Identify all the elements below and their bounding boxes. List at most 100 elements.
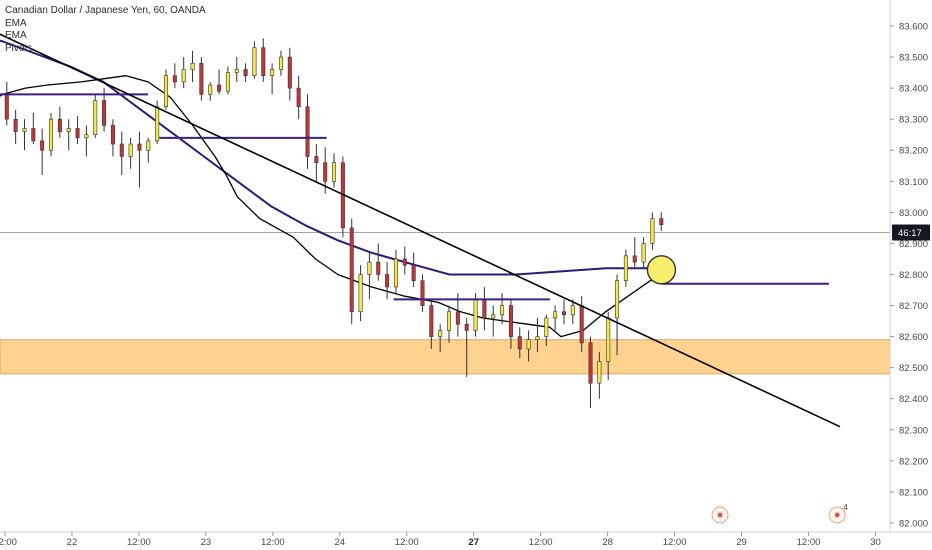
candle[interactable] bbox=[500, 293, 505, 325]
event-marker-icon[interactable] bbox=[711, 506, 729, 524]
candle[interactable] bbox=[544, 314, 549, 346]
candle[interactable] bbox=[455, 293, 460, 337]
candle[interactable] bbox=[296, 75, 301, 120]
candle[interactable] bbox=[93, 94, 98, 138]
candle[interactable] bbox=[349, 218, 354, 325]
candle[interactable] bbox=[110, 119, 115, 157]
candle-body[interactable] bbox=[66, 128, 71, 132]
candle[interactable] bbox=[615, 274, 620, 356]
candle-body[interactable] bbox=[57, 118, 62, 132]
candle[interactable] bbox=[491, 305, 496, 337]
candle-body[interactable] bbox=[517, 336, 522, 350]
candle-body[interactable] bbox=[650, 218, 655, 244]
candle-body[interactable] bbox=[420, 280, 425, 306]
candle-body[interactable] bbox=[393, 258, 398, 288]
candle[interactable] bbox=[385, 262, 390, 300]
candle[interactable] bbox=[393, 249, 398, 294]
candle-body[interactable] bbox=[296, 87, 301, 108]
candle-body[interactable] bbox=[447, 311, 452, 331]
time-axis-panel[interactable] bbox=[0, 532, 932, 550]
candle-body[interactable] bbox=[411, 264, 416, 281]
candle[interactable] bbox=[641, 237, 646, 269]
candle[interactable] bbox=[358, 265, 363, 322]
candle-body[interactable] bbox=[385, 274, 390, 288]
candle[interactable] bbox=[22, 119, 27, 151]
candle[interactable] bbox=[172, 63, 177, 89]
candle[interactable] bbox=[332, 153, 337, 188]
pivot-lines[interactable] bbox=[0, 93, 829, 301]
candle-body[interactable] bbox=[243, 69, 248, 76]
candle[interactable] bbox=[402, 246, 407, 275]
candle[interactable] bbox=[659, 212, 664, 231]
candle-body[interactable] bbox=[332, 162, 337, 182]
candle[interactable] bbox=[508, 299, 513, 350]
candle-body[interactable] bbox=[623, 255, 628, 281]
candle-body[interactable] bbox=[22, 128, 27, 132]
candle-body[interactable] bbox=[570, 305, 575, 316]
candle-body[interactable] bbox=[323, 162, 328, 182]
candle[interactable] bbox=[84, 125, 89, 157]
annotation-markers[interactable]: 4 bbox=[646, 255, 848, 524]
candle-body[interactable] bbox=[270, 69, 275, 76]
candle[interactable] bbox=[146, 137, 151, 163]
candle-body[interactable] bbox=[597, 361, 602, 384]
candle[interactable] bbox=[119, 131, 124, 176]
candle-body[interactable] bbox=[535, 336, 540, 341]
candle[interactable] bbox=[181, 57, 186, 89]
candle-body[interactable] bbox=[553, 311, 558, 319]
candle-body[interactable] bbox=[119, 143, 124, 157]
candle[interactable] bbox=[632, 237, 637, 269]
candle[interactable] bbox=[225, 66, 230, 95]
candle-body[interactable] bbox=[208, 84, 213, 95]
candle-body[interactable] bbox=[615, 280, 620, 319]
candle-body[interactable] bbox=[429, 305, 434, 337]
support-zone[interactable] bbox=[0, 339, 891, 375]
candle[interactable] bbox=[420, 274, 425, 312]
candle-body[interactable] bbox=[606, 317, 611, 362]
candle[interactable] bbox=[376, 243, 381, 281]
candle-body[interactable] bbox=[110, 125, 115, 145]
plot-area[interactable] bbox=[0, 0, 890, 532]
candle-body[interactable] bbox=[526, 339, 531, 350]
candle[interactable] bbox=[411, 252, 416, 287]
candle[interactable] bbox=[526, 330, 531, 362]
candle-body[interactable] bbox=[13, 118, 18, 132]
candle[interactable] bbox=[623, 249, 628, 287]
candle[interactable] bbox=[57, 106, 62, 138]
candle-body[interactable] bbox=[128, 143, 133, 157]
candle[interactable] bbox=[517, 327, 522, 359]
candle[interactable] bbox=[650, 212, 655, 250]
candle[interactable] bbox=[367, 252, 372, 300]
candle[interactable] bbox=[561, 299, 566, 325]
candle[interactable] bbox=[429, 299, 434, 350]
study-ema-2[interactable]: EMA bbox=[5, 30, 27, 41]
candle-body[interactable] bbox=[217, 84, 222, 92]
candle[interactable] bbox=[217, 69, 222, 95]
candle-body[interactable] bbox=[314, 156, 319, 163]
candle-body[interactable] bbox=[199, 62, 204, 95]
candle-body[interactable] bbox=[349, 227, 354, 313]
candle[interactable] bbox=[66, 119, 71, 151]
candle-body[interactable] bbox=[234, 69, 239, 73]
study-ema-1[interactable]: EMA bbox=[5, 17, 27, 29]
candle[interactable] bbox=[570, 299, 575, 325]
candle-body[interactable] bbox=[190, 62, 195, 70]
candle-body[interactable] bbox=[500, 305, 505, 316]
candle-body[interactable] bbox=[464, 323, 469, 331]
candle[interactable] bbox=[261, 38, 266, 82]
candle[interactable] bbox=[597, 352, 602, 399]
candle[interactable] bbox=[75, 116, 80, 145]
candle-body[interactable] bbox=[49, 118, 54, 151]
candle[interactable] bbox=[438, 324, 443, 353]
candle-body[interactable] bbox=[588, 342, 593, 384]
study-pivots[interactable]: Pivots bbox=[5, 42, 33, 54]
candle-body[interactable] bbox=[455, 311, 460, 325]
candle[interactable] bbox=[314, 144, 319, 182]
candle-body[interactable] bbox=[146, 140, 151, 151]
candle-body[interactable] bbox=[508, 305, 513, 337]
candle[interactable] bbox=[588, 336, 593, 409]
candle[interactable] bbox=[270, 63, 275, 95]
candle-body[interactable] bbox=[544, 317, 549, 337]
trendline-layer[interactable] bbox=[0, 0, 841, 428]
